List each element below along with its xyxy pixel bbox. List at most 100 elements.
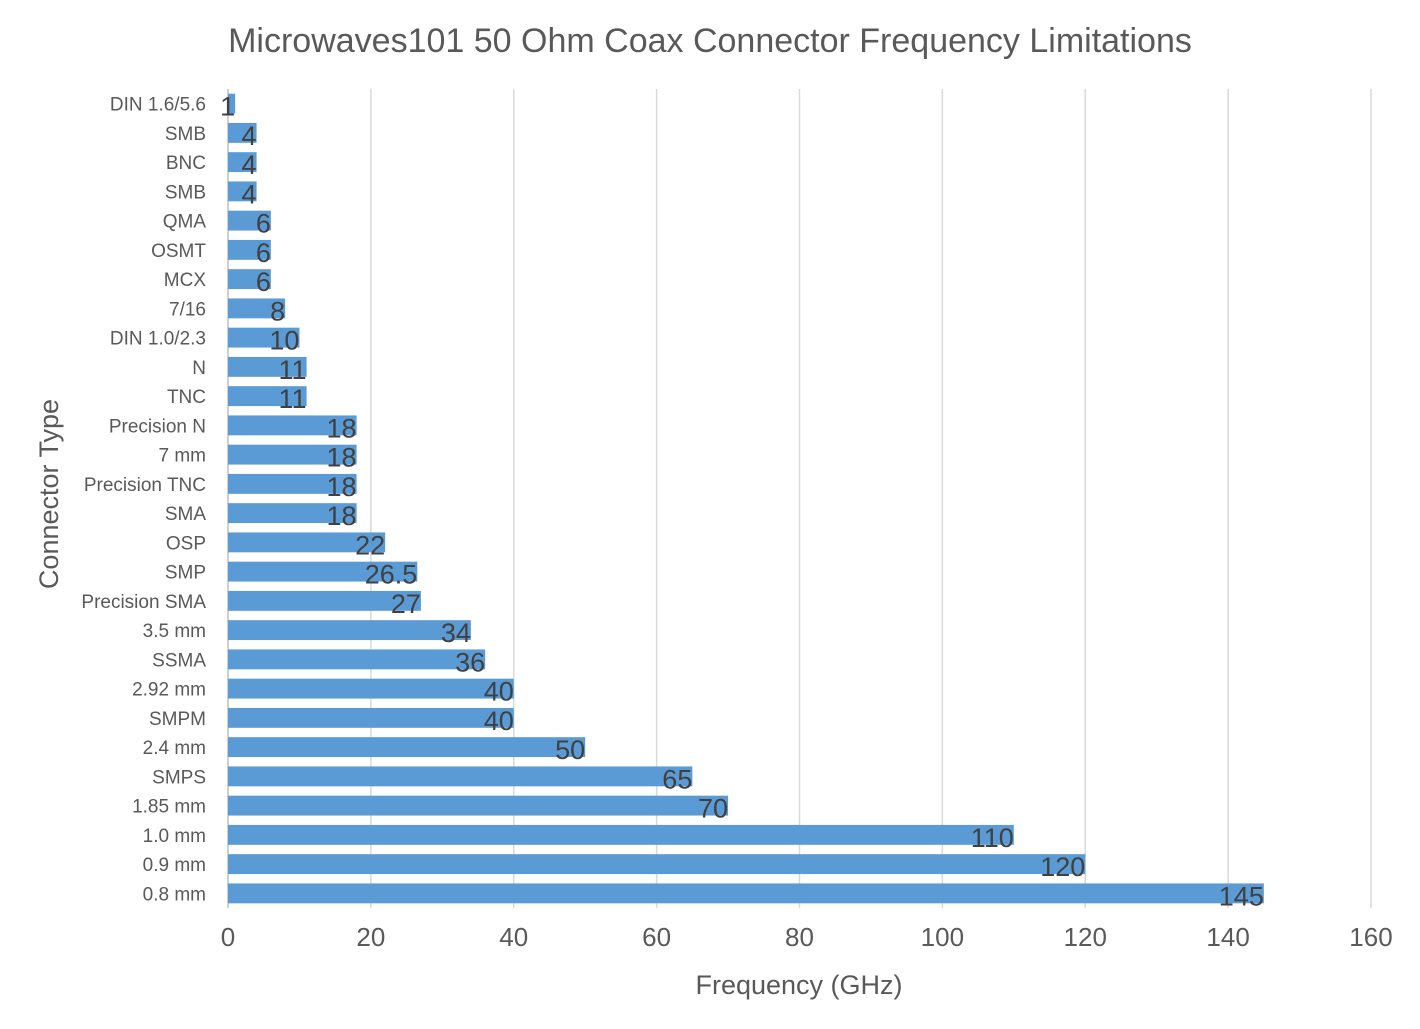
bar xyxy=(228,532,386,553)
category-label: 1.0 mm xyxy=(143,826,206,847)
x-tick-label: 120 xyxy=(1064,922,1107,952)
data-label: 1 xyxy=(220,92,235,122)
data-label: 4 xyxy=(242,121,257,151)
category-label: SSMA xyxy=(152,650,206,671)
data-label: 11 xyxy=(279,355,307,385)
data-label: 18 xyxy=(327,501,357,531)
category-label: SMB xyxy=(165,124,206,145)
category-label: DIN 1.0/2.3 xyxy=(110,329,206,350)
category-label: QMA xyxy=(163,212,207,233)
bar xyxy=(228,444,357,465)
bar xyxy=(228,152,257,173)
category-label: Precision SMA xyxy=(81,592,206,613)
bar xyxy=(228,678,514,699)
data-label: 4 xyxy=(242,179,257,209)
data-label: 6 xyxy=(256,209,271,239)
category-label: BNC xyxy=(166,153,206,174)
bar xyxy=(228,356,307,377)
bar xyxy=(228,854,1086,875)
bar xyxy=(228,707,514,728)
bar xyxy=(228,386,307,407)
category-label: 7 mm xyxy=(159,446,207,467)
chart-title: Microwaves101 50 Ohm Coax Connector Freq… xyxy=(228,22,1192,60)
x-tick-labels: 0 20 40 60 80 100 120 140 160 xyxy=(221,922,1393,952)
data-label: 145 xyxy=(1219,881,1264,911)
data-label: 70 xyxy=(698,794,728,824)
data-label: 65 xyxy=(662,764,692,794)
data-label: 6 xyxy=(256,238,271,268)
gridlines xyxy=(227,89,1372,908)
bar xyxy=(228,269,271,290)
category-label: OSP xyxy=(166,533,206,554)
category-label: 3.5 mm xyxy=(143,621,206,642)
x-tick-label: 160 xyxy=(1349,922,1392,952)
category-label: 7/16 xyxy=(169,299,206,320)
bars xyxy=(228,93,1264,904)
category-label: 2.92 mm xyxy=(132,680,206,701)
data-label: 40 xyxy=(484,706,514,736)
category-label: SMA xyxy=(165,504,207,525)
data-label: 8 xyxy=(270,296,285,326)
category-label: SMPS xyxy=(152,767,206,788)
bar xyxy=(228,181,257,202)
bar xyxy=(228,883,1264,904)
data-label: 120 xyxy=(1040,852,1085,882)
bar xyxy=(228,620,471,641)
data-label: 110 xyxy=(971,823,1014,853)
category-label: OSMT xyxy=(151,241,206,262)
x-tick-label: 100 xyxy=(921,922,964,952)
category-label: Precision N xyxy=(109,416,206,437)
bar xyxy=(228,239,271,260)
category-label: SMPM xyxy=(149,709,206,730)
data-labels: 14446668101111181818182226.5273436404050… xyxy=(220,92,1264,912)
bar xyxy=(228,93,236,114)
category-label: DIN 1.6/5.6 xyxy=(110,95,206,116)
category-label: 0.8 mm xyxy=(143,884,206,905)
data-label: 18 xyxy=(327,472,357,502)
data-label: 40 xyxy=(484,677,514,707)
x-tick-label: 140 xyxy=(1206,922,1249,952)
category-label: MCX xyxy=(164,270,207,291)
bar xyxy=(228,473,357,494)
bar xyxy=(228,561,418,582)
bar xyxy=(228,649,486,670)
data-label: 4 xyxy=(242,150,257,180)
data-label: 26.5 xyxy=(365,560,418,590)
bar xyxy=(228,737,586,758)
x-tick-label: 0 xyxy=(221,922,235,952)
bar xyxy=(228,824,1014,845)
bar xyxy=(228,415,357,436)
category-label: 0.9 mm xyxy=(143,855,206,876)
y-axis-title: Connector Type xyxy=(34,399,64,589)
data-label: 10 xyxy=(269,326,299,356)
data-label: 36 xyxy=(455,647,485,677)
x-axis-title: Frequency (GHz) xyxy=(695,970,902,1000)
x-tick-label: 80 xyxy=(785,922,814,952)
category-label: Precision TNC xyxy=(84,475,206,496)
category-label: 2.4 mm xyxy=(143,738,206,759)
data-label: 18 xyxy=(327,413,357,443)
bar xyxy=(228,122,257,143)
bar xyxy=(228,210,271,231)
data-label: 22 xyxy=(355,530,385,560)
bar xyxy=(228,795,729,816)
data-label: 50 xyxy=(555,735,585,765)
category-label: N xyxy=(192,358,206,379)
data-label: 34 xyxy=(441,618,471,648)
bar xyxy=(228,298,286,319)
x-tick-label: 60 xyxy=(642,922,671,952)
category-label: 1.85 mm xyxy=(132,797,206,818)
data-label: 6 xyxy=(256,267,271,297)
category-label: SMB xyxy=(165,182,206,203)
category-labels: DIN 1.6/5.6 SMB BNC SMB QMA OSMT MCX 7/16 DIN 1.… xyxy=(81,95,206,906)
bar xyxy=(228,503,357,524)
x-tick-label: 20 xyxy=(356,922,385,952)
bar xyxy=(228,590,421,611)
data-label: 18 xyxy=(327,443,357,473)
data-label: 27 xyxy=(391,589,421,619)
x-tick-label: 40 xyxy=(499,922,528,952)
data-label: 11 xyxy=(279,384,307,414)
bar xyxy=(228,766,693,787)
